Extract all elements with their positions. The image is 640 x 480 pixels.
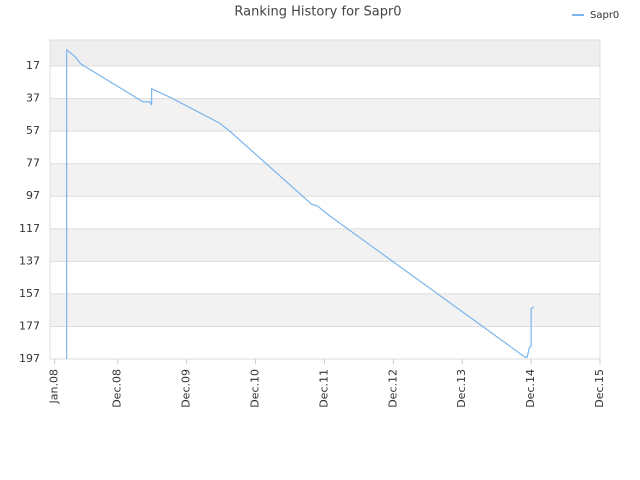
band	[50, 163, 600, 197]
x-tick-label: Dec.14	[524, 369, 537, 408]
band	[50, 98, 600, 132]
band	[50, 293, 600, 327]
y-tick-label: 197	[19, 352, 40, 365]
x-tick-label: Dec.08	[111, 369, 124, 408]
y-tick-label: 157	[19, 287, 40, 300]
y-tick-label: 177	[19, 319, 40, 332]
x-tick-label: Dec.10	[249, 369, 262, 408]
y-tick-label: 97	[26, 189, 40, 202]
legend-label: Sapr0	[590, 10, 619, 21]
y-tick-label: 37	[26, 92, 40, 105]
y-tick-label: 137	[19, 254, 40, 267]
line	[66, 48, 535, 359]
x-tick-label: Jan.08	[48, 369, 61, 404]
y-tick-label: 77	[26, 157, 40, 170]
x-tick-label: Dec.11	[317, 369, 330, 408]
band	[50, 40, 600, 67]
y-tick-label: 57	[26, 124, 40, 137]
y-tick-label: 117	[19, 222, 40, 235]
band	[50, 228, 600, 262]
y-tick-label: 17	[26, 59, 40, 72]
x-tick-label: Dec.15	[593, 369, 606, 408]
x-tick-label: Dec.13	[455, 369, 468, 408]
x-tick-label: Dec.09	[180, 369, 193, 408]
chart-title: Ranking History for Sapr0	[234, 5, 401, 20]
x-tick-label: Dec.12	[386, 369, 399, 408]
